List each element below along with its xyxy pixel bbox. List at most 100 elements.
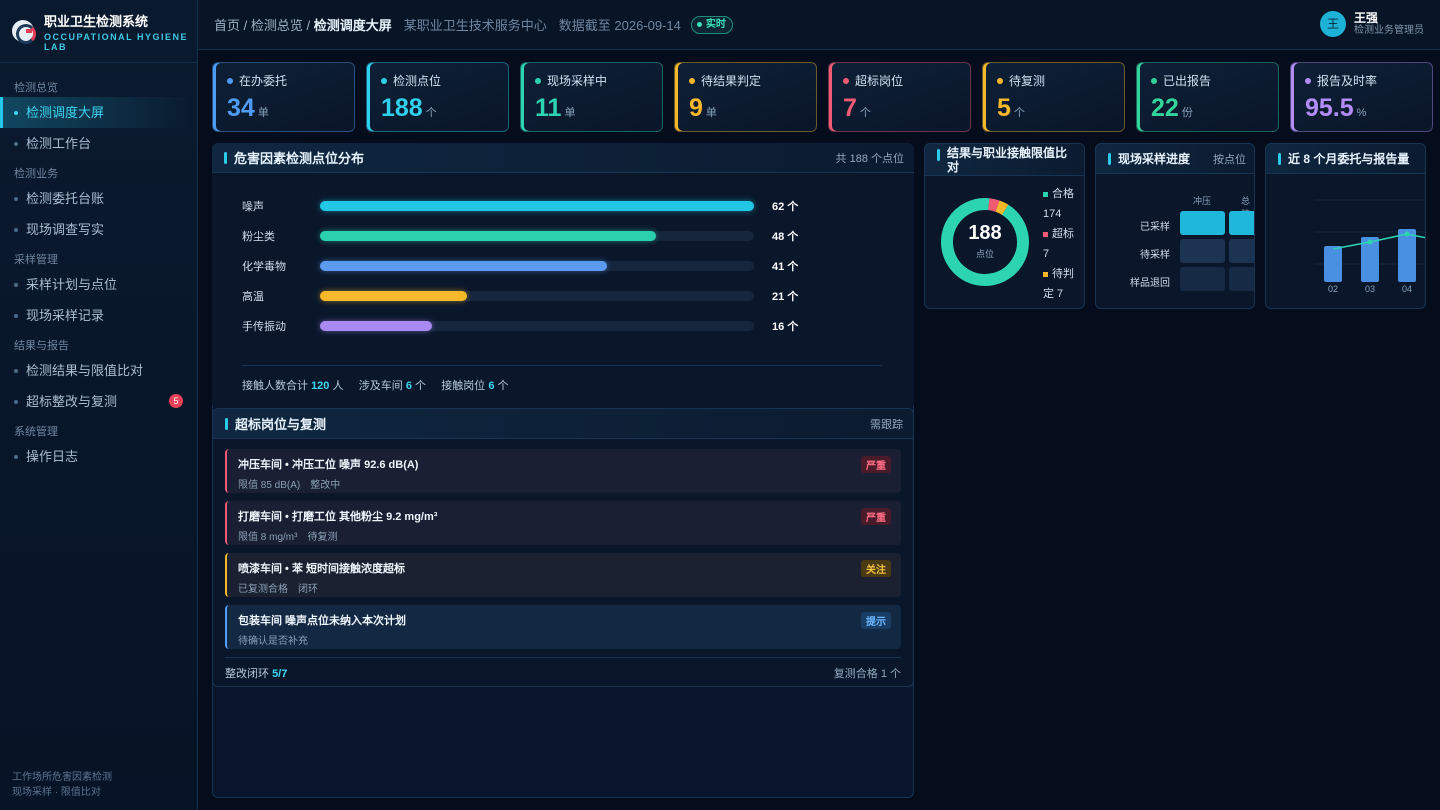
org-name: 某职业卫生技术服务中心	[403, 18, 547, 33]
bar-value-label: 41 个	[772, 261, 799, 273]
heatmap-cell[interactable]	[1229, 267, 1254, 291]
bar-mark	[320, 291, 467, 301]
sidebar-item-operation-log[interactable]: 操作日志	[0, 441, 197, 472]
bar-mark	[320, 201, 754, 211]
commission-bar[interactable]	[1361, 237, 1379, 282]
kpi-card-pending-judgement[interactable]: 待结果判定 9 单	[674, 62, 817, 132]
overlimit-item[interactable]: 打磨车间 • 打磨工位 其他粉尘 9.2 mg/m³ 限值 8 mg/m³ 待复测…	[225, 501, 901, 545]
sidebar-item-label: 检测结果与限值比对	[26, 363, 144, 378]
sidebar-item-rectification[interactable]: 超标整改与复测 5	[0, 386, 197, 417]
donut-slice[interactable]	[937, 194, 1033, 290]
donut-total: 188	[968, 222, 1002, 244]
bar-track	[320, 231, 754, 241]
kpi-label: 在办委托	[239, 74, 288, 88]
bar-category-label: 粉尘类	[242, 231, 275, 243]
kpi-card-test-points[interactable]: 检测点位 188 个	[366, 62, 509, 132]
sidebar-item-commission-ledger[interactable]: 检测委托台账	[0, 183, 197, 214]
monthly-volume-panel: 近 8 个月委托与报告量 02 03 04	[1265, 143, 1426, 309]
retest-pass-count: 复测合格 1 个	[833, 668, 901, 680]
panel-header: 近 8 个月委托与报告量	[1266, 144, 1425, 174]
legend-item: 合格	[1043, 184, 1081, 204]
heatmap-cell[interactable]	[1180, 239, 1225, 263]
severity-tag: 严重	[861, 456, 891, 473]
kpi-card-pending-retest[interactable]: 待复测 5 个	[982, 62, 1125, 132]
data-as-of: 数据截至 2026-09-14	[558, 18, 681, 33]
panel-extra[interactable]: 需跟踪	[870, 418, 903, 431]
topbar: 首页 / 检测总览 / 检测调度大屏 某职业卫生技术服务中心 数据截至 2026…	[198, 0, 1440, 50]
legend-label-with-value: 待判定	[1043, 268, 1074, 300]
sidebar-item-label: 现场调查写实	[26, 222, 105, 237]
commission-bar[interactable]	[1398, 229, 1416, 282]
hazard-summary: 接触人数合计 120 人 涉及车间 6 个 接触岗位 6 个	[242, 365, 882, 393]
user-menu[interactable]: 王 王强 检测业务管理员	[1320, 11, 1424, 37]
kpi-card-report-timeliness[interactable]: 报告及时率 95.5%	[1290, 62, 1433, 132]
panel-accent	[224, 151, 227, 164]
kpi-card-open-commissions[interactable]: 在办委托 34 单	[212, 62, 355, 132]
sidebar-item-site-survey[interactable]: 现场调查写实	[0, 214, 197, 245]
summary-value: 120	[311, 380, 330, 392]
overlimit-item-sub: 限值 85 dB(A) 整改中	[238, 480, 341, 491]
sidebar-item-workbench[interactable]: 检测工作台	[0, 128, 197, 159]
commission-bar[interactable]	[1324, 246, 1342, 282]
breadcrumb-home[interactable]: 首页	[214, 18, 241, 33]
breadcrumb-current: 检测调度大屏	[313, 18, 392, 33]
kpi-label: 待结果判定	[701, 74, 762, 88]
bar-track	[320, 321, 754, 331]
sidebar-nav: 检测总览 检测调度大屏 检测工作台 检测业务 检测委托台账 现场调查写实 采样管…	[0, 63, 197, 472]
kpi-card-reports-issued[interactable]: 已出报告 22 份	[1136, 62, 1279, 132]
kpi-value: 34	[227, 94, 255, 122]
overlimit-item[interactable]: 包装车间 噪声点位未纳入本次计划 待确认是否补充 提示	[225, 605, 901, 649]
limit-compare-panel: 结果与职业接触限值比对 188 点位 合格 174 超标 7 待判定 7	[924, 143, 1085, 309]
bar-mark	[320, 321, 432, 331]
overlimit-item[interactable]: 喷漆车间 • 苯 短时间接触浓度超标 已复测合格 闭环 关注	[225, 553, 901, 597]
nav-group-overview: 检测总览	[14, 82, 58, 94]
bar-row: 高温 21 个	[242, 289, 842, 303]
nav-group-sampling: 采样管理	[14, 254, 58, 266]
summary-unit: 个	[497, 380, 509, 392]
report-point[interactable]	[1404, 231, 1410, 237]
report-point[interactable]	[1367, 239, 1373, 245]
bar-category-label: 化学毒物	[242, 261, 286, 273]
breadcrumb-overview[interactable]: 检测总览	[250, 18, 303, 33]
kpi-card-over-limit-posts[interactable]: 超标岗位 7 个	[828, 62, 971, 132]
avatar[interactable]: 王	[1320, 11, 1346, 37]
heatmap-cell[interactable]	[1180, 267, 1225, 291]
kpi-unit: 个	[859, 107, 871, 119]
sidebar-item-dispatch-screen[interactable]: 检测调度大屏	[0, 97, 197, 128]
notification-badge: 5	[169, 394, 183, 408]
app-subtitle: OCCUPATIONAL HYGIENE LAB	[44, 31, 189, 52]
kpi-unit: 单	[564, 107, 576, 119]
bar-row: 化学毒物 41 个	[242, 259, 842, 273]
kpi-unit: %	[1356, 107, 1367, 119]
live-badge: 实时	[690, 15, 733, 34]
panel-accent	[1278, 152, 1281, 165]
kpi-label: 报告及时率	[1317, 74, 1378, 88]
sidebar: 职业卫生检测系统 OCCUPATIONAL HYGIENE LAB 检测总览 检…	[0, 0, 198, 810]
heatmap-cell[interactable]	[1229, 211, 1254, 235]
heatmap-cell[interactable]	[1229, 239, 1254, 263]
sidebar-item-sampling-plan[interactable]: 采样计划与点位	[0, 269, 197, 300]
kpi-card-sampling-in-progress[interactable]: 现场采样中 11 单	[520, 62, 663, 132]
sidebar-footer-line: 工作场所危害因素检测	[12, 772, 112, 783]
panel-extra: 共 188 个点位	[835, 152, 904, 165]
panel-title: 近 8 个月委托与报告量	[1288, 152, 1410, 166]
overlimit-item[interactable]: 冲压车间 • 冲压工位 噪声 92.6 dB(A) 限值 85 dB(A) 整改中…	[225, 449, 901, 493]
sidebar-item-sampling-records[interactable]: 现场采样记录	[0, 300, 197, 331]
kpi-row: 在办委托 34 单 检测点位 188 个 现场采样中 11 单 待结果判定 9 单 超标岗位 7 个…	[212, 62, 1433, 132]
user-name: 王强	[1354, 11, 1379, 25]
x-tick-label: 03	[1364, 284, 1375, 294]
bullet-icon	[14, 196, 18, 201]
user-role: 检测业务管理员	[1354, 25, 1424, 36]
panel-extra[interactable]: 按点位	[1213, 153, 1246, 166]
brand[interactable]: 职业卫生检测系统 OCCUPATIONAL HYGIENE LAB	[0, 0, 197, 63]
kpi-dot-icon	[227, 77, 233, 84]
bar-mark	[320, 261, 607, 271]
bar-value-label: 16 个	[772, 321, 799, 333]
bullet-icon	[14, 313, 18, 318]
heatmap-cell[interactable]	[1180, 211, 1225, 235]
bullet-icon	[14, 368, 18, 373]
legend-swatch	[1043, 231, 1048, 237]
kpi-unit: 单	[257, 107, 269, 119]
kpi-unit: 个	[425, 107, 437, 119]
sidebar-item-limit-compare[interactable]: 检测结果与限值比对	[0, 355, 197, 386]
